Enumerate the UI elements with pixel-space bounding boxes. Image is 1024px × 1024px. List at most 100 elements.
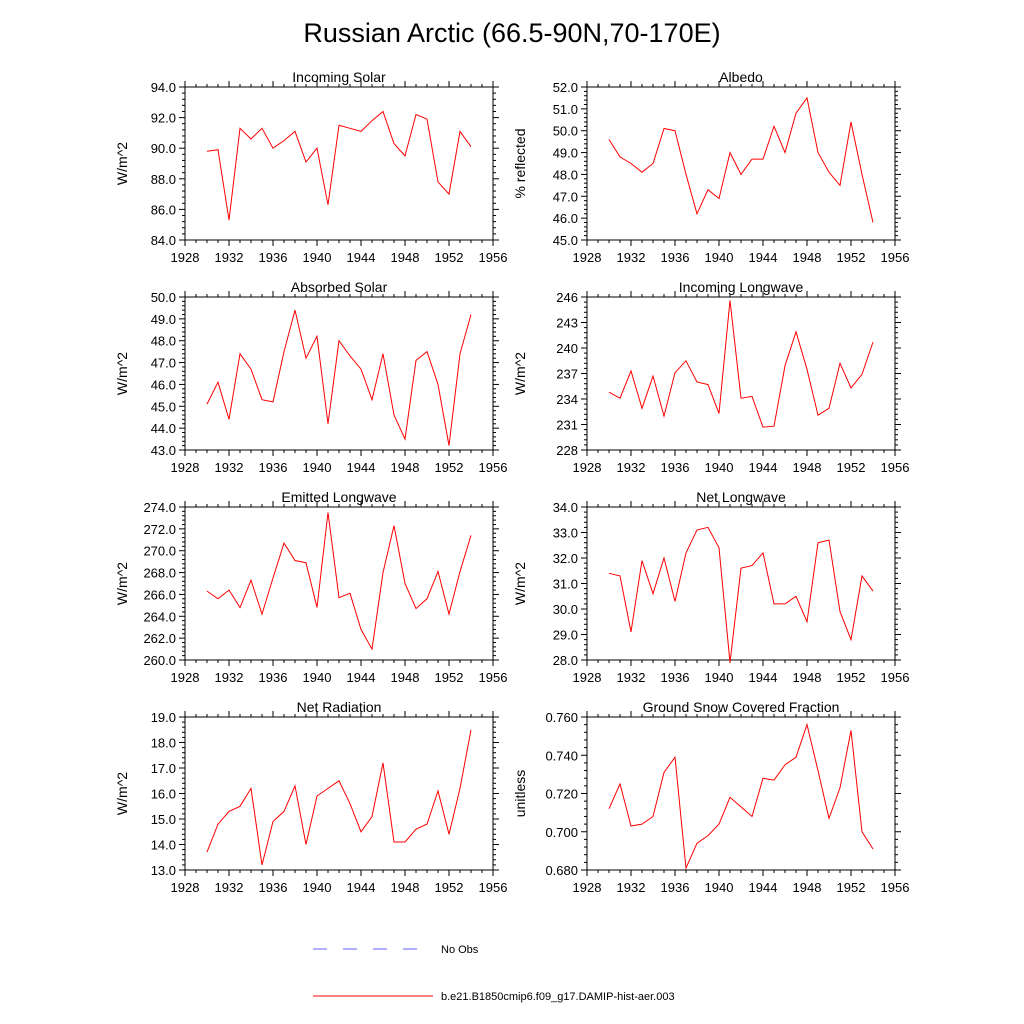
x-tick-label: 1928 — [573, 460, 602, 475]
x-tick-label: 1932 — [215, 880, 244, 895]
x-tick-label: 1928 — [573, 670, 602, 685]
y-tick-label: 51.0 — [553, 102, 578, 117]
y-tick-label: 0.720 — [545, 787, 578, 802]
y-tick-label: 260.0 — [143, 653, 176, 668]
y-tick-label: 84.0 — [151, 233, 176, 248]
x-tick-label: 1932 — [617, 670, 646, 685]
y-tick-label: 47.0 — [553, 189, 578, 204]
panel-title: Emitted Longwave — [281, 489, 396, 505]
x-tick-label: 1940 — [705, 250, 734, 265]
y-tick-label: 47.0 — [151, 356, 176, 371]
panel-8: Ground Snow Covered Fraction 1928 1932 1936… — [512, 699, 909, 895]
y-tick-label: 44.0 — [151, 421, 176, 436]
figure-title: Russian Arctic (66.5-90N,70-170E) — [303, 18, 720, 48]
x-tick-label: 1944 — [749, 460, 778, 475]
y-axis-label: unitless — [512, 770, 528, 817]
y-tick-label: 0.760 — [545, 710, 578, 725]
y-tick-label: 272.0 — [143, 522, 176, 537]
x-tick-label: 1936 — [259, 880, 288, 895]
x-tick-label: 1944 — [749, 880, 778, 895]
panel-7: Net Radiation 1928 1932 1936 1940 1944 1948 195… — [114, 699, 507, 895]
panel-title: Net Longwave — [696, 489, 786, 505]
y-tick-label: 17.0 — [151, 761, 176, 776]
y-tick-label: 0.740 — [545, 748, 578, 763]
panel-title: Absorbed Solar — [291, 279, 388, 295]
y-tick-label: 32.0 — [553, 551, 578, 566]
panel-4: Incoming Longwave 1928 1932 1936 1940 1944 194… — [512, 279, 909, 475]
x-tick-label: 1956 — [881, 250, 910, 265]
series-line — [608, 526, 874, 663]
y-tick-label: 0.700 — [545, 825, 578, 840]
plot-frame — [586, 86, 896, 241]
y-tick-label: 31.0 — [553, 577, 578, 592]
x-tick-label: 1932 — [617, 460, 646, 475]
obs-legend-label: No Obs — [441, 944, 479, 956]
y-tick-label: 46.0 — [151, 377, 176, 392]
x-tick-label: 1952 — [435, 250, 464, 265]
plot-frame — [184, 296, 494, 451]
y-tick-label: 231 — [556, 418, 578, 433]
panel-title: Incoming Longwave — [679, 279, 804, 295]
y-tick-label: 90.0 — [151, 141, 176, 156]
x-tick-label: 1956 — [881, 670, 910, 685]
y-axis-label: W/m^2 — [114, 562, 130, 605]
y-tick-label: 237 — [556, 367, 578, 382]
x-tick-label: 1936 — [259, 460, 288, 475]
x-tick-label: 1952 — [837, 460, 866, 475]
y-tick-label: 14.0 — [151, 838, 176, 853]
panel-title: Ground Snow Covered Fraction — [643, 699, 840, 715]
y-tick-label: 266.0 — [143, 587, 176, 602]
y-axis-label: % reflected — [512, 128, 528, 198]
x-tick-label: 1956 — [479, 880, 508, 895]
x-tick-label: 1956 — [881, 460, 910, 475]
x-tick-label: 1944 — [347, 880, 376, 895]
panel-5: Emitted Longwave 1928 1932 1936 1940 1944 1948… — [114, 489, 507, 685]
y-axis-label: W/m^2 — [114, 142, 130, 185]
x-tick-label: 1928 — [171, 460, 200, 475]
x-tick-label: 1956 — [479, 670, 508, 685]
x-tick-label: 1928 — [171, 250, 200, 265]
series-line — [206, 512, 472, 651]
x-tick-label: 1952 — [837, 880, 866, 895]
x-tick-label: 1932 — [617, 880, 646, 895]
x-tick-label: 1932 — [215, 670, 244, 685]
x-tick-label: 1944 — [347, 250, 376, 265]
x-tick-label: 1940 — [303, 880, 332, 895]
x-tick-label: 1940 — [705, 670, 734, 685]
y-tick-label: 243 — [556, 316, 578, 331]
series-line — [206, 309, 472, 446]
x-tick-label: 1940 — [303, 250, 332, 265]
x-tick-label: 1948 — [793, 670, 822, 685]
x-tick-label: 1928 — [573, 880, 602, 895]
x-tick-label: 1952 — [435, 670, 464, 685]
y-tick-label: 94.0 — [151, 80, 176, 95]
y-tick-label: 28.0 — [553, 653, 578, 668]
x-tick-label: 1936 — [661, 460, 690, 475]
y-tick-label: 34.0 — [553, 500, 578, 515]
y-tick-label: 50.0 — [151, 290, 176, 305]
y-tick-label: 274.0 — [143, 500, 176, 515]
x-tick-label: 1928 — [573, 250, 602, 265]
y-tick-label: 19.0 — [151, 710, 176, 725]
x-tick-label: 1952 — [435, 460, 464, 475]
x-tick-label: 1956 — [479, 460, 508, 475]
y-tick-label: 49.0 — [151, 312, 176, 327]
series-line — [206, 110, 472, 221]
plot-frame — [184, 506, 494, 661]
y-tick-label: 18.0 — [151, 736, 176, 751]
x-tick-label: 1932 — [215, 460, 244, 475]
y-tick-label: 86.0 — [151, 202, 176, 217]
x-tick-label: 1932 — [215, 250, 244, 265]
y-tick-label: 246 — [556, 290, 578, 305]
y-tick-label: 33.0 — [553, 526, 578, 541]
plot-frame — [586, 296, 896, 451]
x-tick-label: 1944 — [749, 250, 778, 265]
series-line — [206, 729, 472, 866]
x-tick-label: 1928 — [171, 670, 200, 685]
y-axis-label: W/m^2 — [114, 352, 130, 395]
x-tick-label: 1956 — [881, 880, 910, 895]
y-tick-label: 46.0 — [553, 211, 578, 226]
plot-frame — [184, 86, 494, 241]
y-tick-label: 15.0 — [151, 812, 176, 827]
x-tick-label: 1944 — [347, 670, 376, 685]
